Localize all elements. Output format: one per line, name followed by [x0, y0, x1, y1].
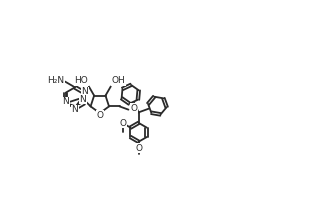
Text: N: N: [72, 105, 78, 114]
Text: N: N: [80, 95, 86, 104]
Text: O: O: [96, 111, 103, 120]
Text: O: O: [131, 104, 138, 113]
Text: O: O: [135, 144, 142, 153]
Text: O: O: [120, 119, 127, 128]
Text: HO: HO: [75, 76, 88, 85]
Text: OH: OH: [111, 76, 125, 85]
Text: H₂N: H₂N: [47, 76, 64, 85]
Text: N: N: [81, 87, 88, 96]
Text: N: N: [63, 97, 69, 106]
